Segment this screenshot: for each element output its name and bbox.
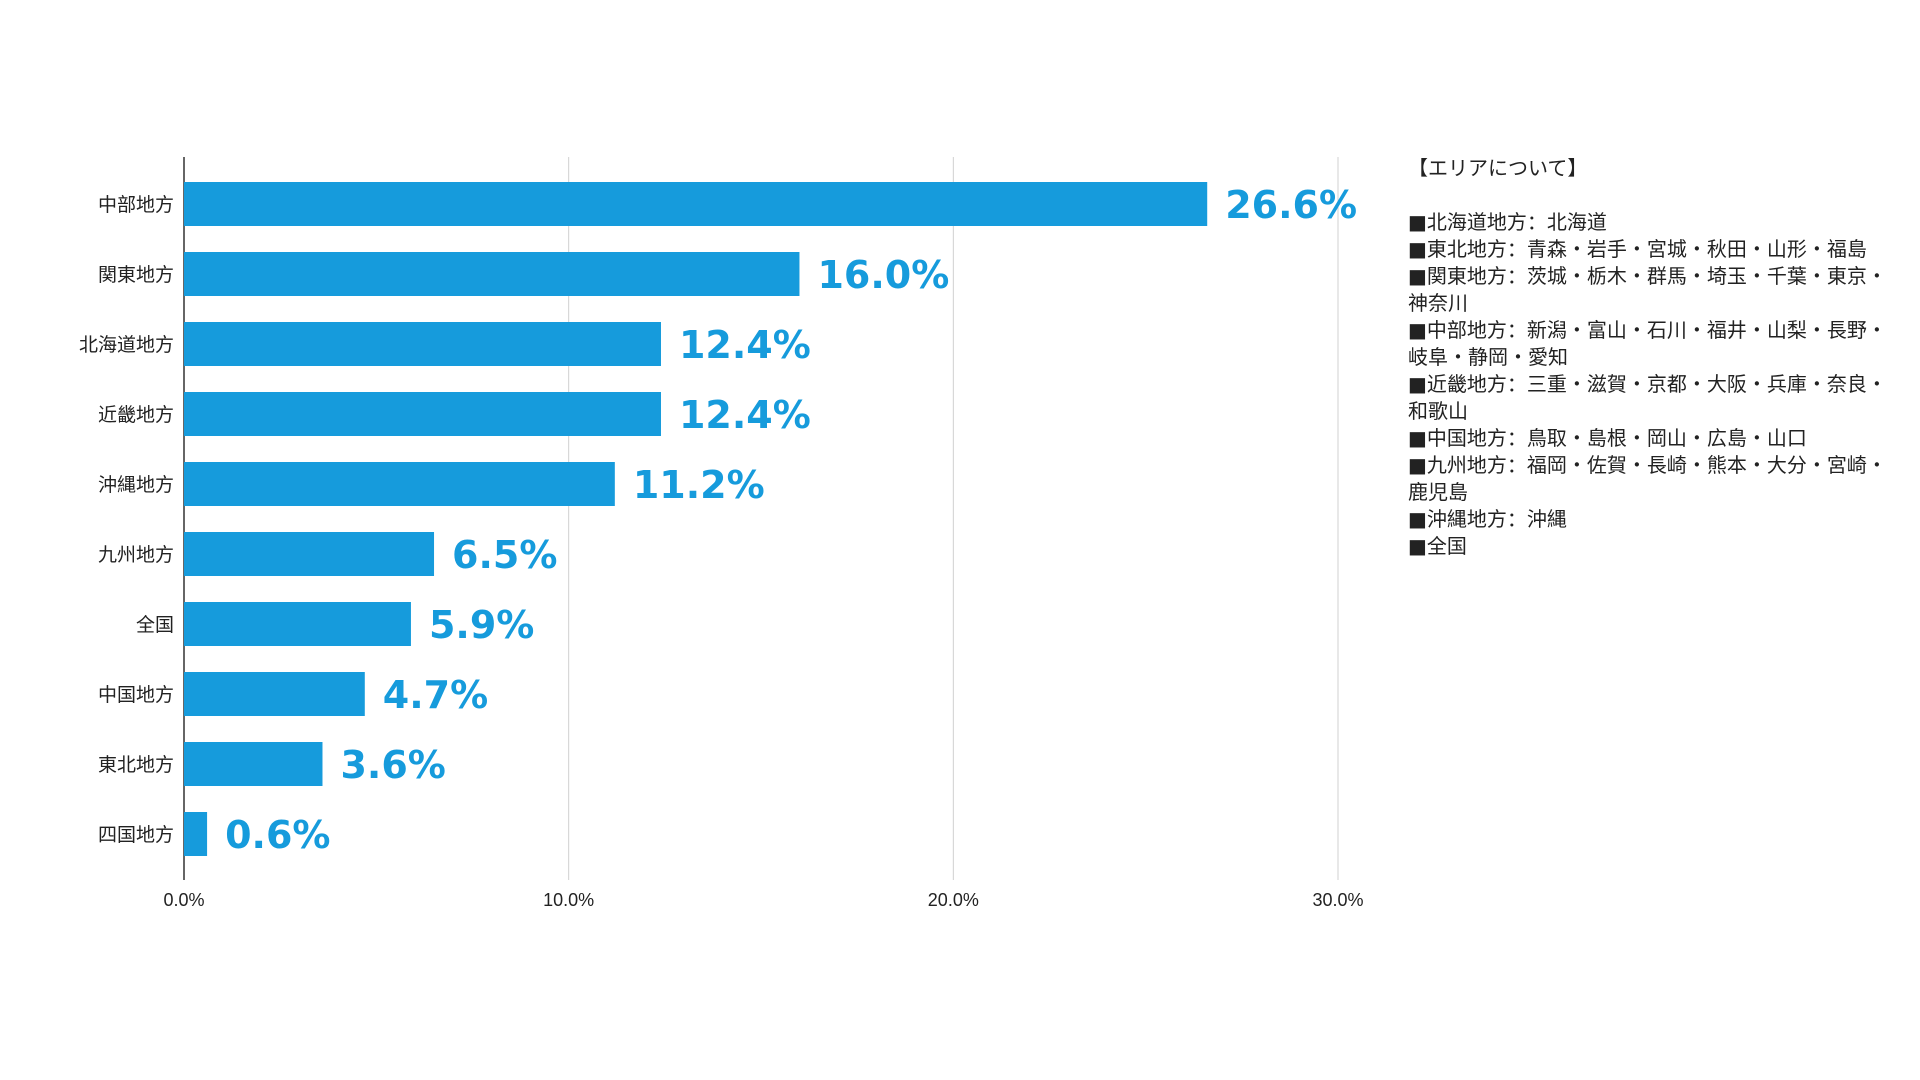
- labels: 0.0% 10.0% 20.0% 30.0% 中部地方 26.6% 関東地方 16.0% 北海道…: [79, 183, 1364, 910]
- legend-item: ■中国地方：鳥取・島根・岡山・広島・山口: [1408, 426, 1807, 450]
- legend-title: 【エリアについて】: [1408, 156, 1588, 180]
- bar: [184, 812, 208, 856]
- bar: [184, 252, 800, 296]
- legend-item: ■近畿地方：三重・滋賀・京都・大阪・兵庫・奈良・和歌山: [1408, 372, 1887, 423]
- legend-item: ■関東地方：茨城・栃木・群馬・埼玉・千葉・東京・神奈川: [1408, 264, 1887, 315]
- category-label: 東北地方: [98, 754, 174, 776]
- bar: [184, 742, 323, 786]
- category-label: 近畿地方: [98, 404, 174, 426]
- bar: [184, 182, 1208, 226]
- x-tick-label: 30.0%: [1312, 890, 1363, 910]
- category-label: 四国地方: [98, 824, 174, 846]
- value-label: 16.0%: [817, 253, 949, 297]
- value-label: 12.4%: [679, 323, 811, 367]
- legend-item: ■沖縄地方：沖縄: [1408, 507, 1567, 531]
- category-label: 九州地方: [98, 544, 174, 566]
- legend-item: ■中部地方：新潟・富山・石川・福井・山梨・長野・岐阜・静岡・愛知: [1408, 318, 1887, 369]
- legend-item: ■全国: [1408, 534, 1467, 558]
- bar: [184, 462, 615, 506]
- value-label: 6.5%: [452, 533, 557, 577]
- legend-list: ■北海道地方：北海道 ■東北地方：青森・岩手・宮城・秋田・山形・福島 ■関東地方：茨…: [1408, 209, 1898, 560]
- value-label: 12.4%: [679, 393, 811, 437]
- category-label: 沖縄地方: [98, 474, 174, 496]
- legend-item: ■北海道地方：北海道: [1408, 210, 1607, 234]
- bar: [184, 392, 661, 436]
- legend-item: ■九州地方：福岡・佐賀・長崎・熊本・大分・宮崎・鹿児島: [1408, 453, 1887, 504]
- bar: [184, 322, 661, 366]
- category-label: 中部地方: [98, 194, 174, 216]
- value-label: 4.7%: [383, 673, 488, 717]
- bar: [184, 532, 435, 576]
- x-tick-label: 10.0%: [543, 890, 594, 910]
- bars: [184, 182, 1208, 856]
- x-tick-label: 0.0%: [163, 890, 204, 910]
- category-label: 北海道地方: [79, 334, 174, 356]
- category-label: 関東地方: [98, 264, 174, 286]
- bar: [184, 602, 411, 646]
- category-label: 全国: [136, 614, 174, 636]
- value-label: 3.6%: [340, 743, 445, 787]
- legend-item: ■東北地方：青森・岩手・宮城・秋田・山形・福島: [1408, 237, 1867, 261]
- value-label: 11.2%: [633, 463, 765, 507]
- value-label: 5.9%: [429, 603, 534, 647]
- value-label: 26.6%: [1225, 183, 1357, 227]
- bar: [184, 672, 365, 716]
- area-legend: 【エリアについて】 ■北海道地方：北海道 ■東北地方：青森・岩手・宮城・秋田・山形…: [1408, 155, 1898, 560]
- value-label: 0.6%: [225, 813, 330, 857]
- x-tick-label: 20.0%: [928, 890, 979, 910]
- category-label: 中国地方: [98, 684, 174, 706]
